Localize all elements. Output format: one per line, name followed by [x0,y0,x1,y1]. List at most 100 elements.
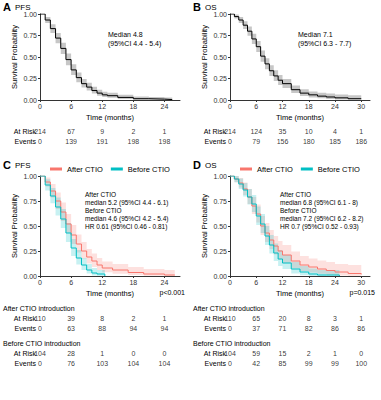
svg-text:0: 0 [38,360,42,367]
svg-text:110: 110 [224,315,235,322]
svg-text:HR 0.7 (95%CI 0.52 - 0.93): HR 0.7 (95%CI 0.52 - 0.93) [280,223,359,231]
svg-text:Before CTIO: Before CTIO [128,165,170,174]
svg-text:1.00: 1.00 [213,173,227,180]
svg-text:12: 12 [279,103,287,110]
svg-text:24: 24 [331,103,339,110]
svg-text:88: 88 [98,325,106,332]
svg-text:191: 191 [96,138,108,145]
svg-text:86: 86 [357,325,365,332]
svg-text:180: 180 [303,138,315,145]
svg-text:median 5.2 (95%CI 4.4 - 6.1): median 5.2 (95%CI 4.4 - 6.1) [85,199,168,207]
svg-text:At Risk: At Risk [204,128,227,135]
svg-text:Before CTIO: Before CTIO [280,207,316,214]
svg-text:0: 0 [38,138,42,145]
svg-text:104: 104 [159,360,171,367]
svg-text:104: 104 [224,350,236,357]
svg-text:104: 104 [34,350,46,357]
svg-text:18: 18 [305,279,313,286]
svg-text:30: 30 [357,103,365,110]
svg-text:99: 99 [331,360,339,367]
svg-text:1: 1 [162,315,166,322]
svg-text:24: 24 [331,279,339,286]
svg-text:10: 10 [305,128,313,135]
svg-text:3: 3 [333,315,337,322]
svg-text:18: 18 [129,103,137,110]
svg-text:0: 0 [228,360,232,367]
svg-text:18: 18 [129,279,137,286]
svg-text:59: 59 [252,350,260,357]
svg-text:124: 124 [250,128,262,135]
svg-text:1: 1 [359,128,363,135]
svg-text:103: 103 [96,360,108,367]
svg-text:Survival Probability: Survival Probability [200,194,209,258]
svg-text:214: 214 [34,128,46,135]
svg-text:At Risk: At Risk [204,350,227,357]
svg-text:198: 198 [159,138,171,145]
svg-text:A: A [3,1,11,13]
svg-text:Before CTIO: Before CTIO [85,207,121,214]
svg-text:0.25: 0.25 [23,75,37,82]
svg-text:Events: Events [15,138,37,145]
svg-text:p<0.001: p<0.001 [160,289,186,297]
svg-text:0.75: 0.75 [23,32,37,39]
svg-text:0.50: 0.50 [23,223,37,230]
svg-text:PFS: PFS [15,161,31,170]
svg-text:(95%CI 4.4 - 5.4): (95%CI 4.4 - 5.4) [108,40,161,48]
svg-text:67: 67 [67,128,75,135]
svg-text:139: 139 [65,138,77,145]
svg-text:median 7.2 (95%CI 6.2 - 8.2): median 7.2 (95%CI 6.2 - 8.2) [280,215,363,223]
svg-text:Events: Events [205,325,227,332]
svg-text:Before CTIO introduction: Before CTIO introduction [193,340,271,347]
svg-text:30: 30 [357,279,365,286]
svg-text:12: 12 [98,103,106,110]
svg-text:After CTIO: After CTIO [280,191,311,198]
svg-text:186: 186 [355,138,367,145]
svg-text:18: 18 [305,103,313,110]
svg-text:0.00: 0.00 [23,97,37,104]
svg-text:(95%CI 6.3 - 7.7): (95%CI 6.3 - 7.7) [298,40,351,48]
svg-text:At Risk: At Risk [14,315,37,322]
svg-text:0: 0 [228,138,232,145]
svg-text:At Risk: At Risk [14,350,37,357]
svg-text:65: 65 [252,315,260,322]
svg-text:After CTIO introduction: After CTIO introduction [3,305,75,312]
svg-text:82: 82 [305,325,313,332]
svg-text:After CTIO introduction: After CTIO introduction [193,305,265,312]
svg-text:85: 85 [279,360,287,367]
svg-text:6: 6 [254,103,258,110]
svg-text:20: 20 [279,315,287,322]
svg-text:0.50: 0.50 [23,54,37,61]
svg-text:Events: Events [205,360,227,367]
svg-text:Median 7.1: Median 7.1 [298,31,333,38]
svg-text:0: 0 [228,103,232,110]
svg-text:Survival Probability: Survival Probability [200,25,209,89]
svg-text:0.25: 0.25 [213,248,227,255]
svg-text:9: 9 [100,128,104,135]
svg-text:156: 156 [277,138,289,145]
svg-text:median 4.6 (95%CI 4.2 - 5.4): median 4.6 (95%CI 4.2 - 5.4) [85,215,168,223]
svg-text:104: 104 [127,360,139,367]
svg-text:0.00: 0.00 [23,273,37,280]
svg-text:0: 0 [38,279,42,286]
svg-text:Survival Probability: Survival Probability [10,194,19,258]
svg-text:Time (months): Time (months) [86,289,135,298]
svg-text:After CTIO: After CTIO [67,165,103,174]
svg-text:At Risk: At Risk [14,128,37,135]
svg-text:94: 94 [129,325,137,332]
svg-text:1: 1 [359,315,363,322]
svg-text:Survival Probability: Survival Probability [10,25,19,89]
svg-text:2: 2 [307,350,311,357]
svg-text:15: 15 [279,350,287,357]
svg-text:After CTIO: After CTIO [85,191,116,198]
svg-text:198: 198 [127,138,139,145]
svg-text:0.75: 0.75 [23,198,37,205]
svg-text:0.50: 0.50 [213,54,227,61]
svg-text:6: 6 [69,279,73,286]
svg-text:0.75: 0.75 [213,32,227,39]
svg-text:median 6.8 (95%CI 6.1 - 8): median 6.8 (95%CI 6.1 - 8) [280,199,358,207]
svg-text:Time (months): Time (months) [276,113,325,122]
svg-text:Events: Events [205,138,227,145]
svg-text:D: D [193,159,201,171]
svg-text:Events: Events [15,360,37,367]
svg-text:0: 0 [38,325,42,332]
